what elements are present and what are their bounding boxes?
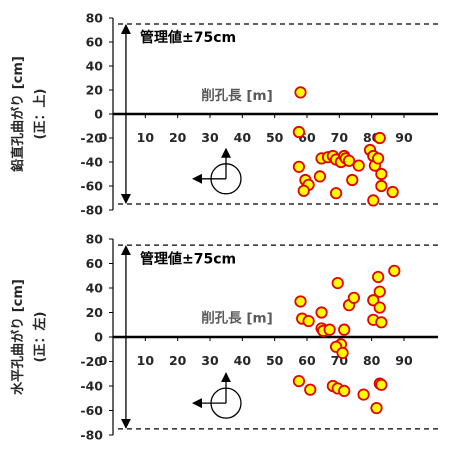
x-tick-label: 60 (298, 353, 316, 368)
y-tick-label: 0 (94, 107, 103, 122)
data-point (373, 301, 386, 314)
x-tick-label: 90 (395, 130, 413, 145)
data-point (292, 125, 306, 139)
data-point (292, 160, 306, 173)
y-axis-label: 水平孔曲がり [cm] (10, 279, 26, 395)
data-point (294, 86, 307, 99)
x-tick-label: 50 (266, 353, 284, 368)
data-point (329, 187, 343, 200)
y-tick-label: 80 (86, 11, 104, 26)
data-point (373, 285, 386, 298)
x-tick-label: 20 (169, 130, 187, 145)
y-tick-label: -80 (80, 428, 103, 443)
y-tick-label: 60 (86, 256, 104, 271)
data-point (375, 179, 388, 193)
x-tick-label: 30 (201, 130, 219, 145)
x-tick-label: 10 (137, 130, 155, 145)
y-tick-label: -20 (80, 354, 103, 369)
data-point (370, 401, 383, 415)
x-tick-label: 90 (395, 353, 413, 368)
management-label: 管理値±75cm (140, 251, 236, 268)
data-point (375, 378, 388, 391)
x-tick-label: 80 (363, 353, 381, 368)
x-tick-label: 40 (234, 130, 252, 145)
data-point (375, 167, 388, 181)
data-point (346, 173, 359, 187)
data-point (373, 131, 386, 145)
data-point (294, 295, 307, 308)
data-point (357, 388, 370, 401)
y-tick-label: -60 (80, 179, 103, 194)
data-point (372, 152, 385, 165)
data-point (375, 316, 388, 329)
y-tick-label: 20 (86, 83, 104, 98)
data-point (347, 291, 360, 304)
data-point (292, 374, 306, 388)
data-point (388, 264, 401, 277)
y-tick-label: -20 (80, 131, 103, 146)
data-point (297, 184, 310, 197)
x-tick-label: 50 (266, 130, 284, 145)
x-tick-label: 10 (137, 353, 155, 368)
data-point (367, 194, 380, 207)
y-tick-label: -40 (80, 379, 103, 394)
data-point (336, 346, 349, 360)
management-label: 管理値±75cm (140, 29, 236, 46)
y-axis-label-sub: (正：左) (32, 312, 48, 363)
x-axis-label: 削孔長 [m] (201, 309, 273, 326)
y-axis-label-sub: (正：上) (33, 89, 48, 140)
data-point (338, 384, 351, 397)
data-point (386, 185, 399, 199)
y-tick-label: 60 (86, 35, 104, 50)
y-tick-label: 40 (86, 59, 104, 74)
y-tick-label: -80 (80, 203, 103, 218)
x-tick-label: 30 (201, 353, 219, 368)
data-point (302, 314, 315, 328)
data-point (372, 270, 385, 284)
data-point (367, 294, 380, 307)
y-axis-label: 鉛直孔曲がり [cm] (10, 56, 26, 172)
x-tick-label: 70 (331, 130, 349, 145)
data-point (313, 170, 327, 183)
x-tick-label: 40 (234, 353, 252, 368)
y-tick-label: -40 (80, 155, 103, 170)
x-axis-label: 削孔長 [m] (201, 87, 273, 104)
data-point (352, 159, 365, 172)
data-point (323, 323, 336, 336)
y-tick-label: 20 (86, 305, 104, 320)
y-tick-label: -60 (80, 403, 103, 418)
y-tick-label: 80 (86, 232, 104, 247)
y-tick-label: 0 (94, 330, 103, 345)
y-tick-label: 40 (86, 281, 104, 296)
data-point (315, 306, 328, 319)
x-tick-label: 0 (99, 353, 108, 368)
x-tick-label: 20 (169, 353, 187, 368)
data-point (338, 323, 351, 336)
data-point (331, 276, 344, 290)
x-tick-label: 0 (99, 130, 108, 145)
data-point (304, 383, 317, 396)
data-point (342, 154, 356, 167)
